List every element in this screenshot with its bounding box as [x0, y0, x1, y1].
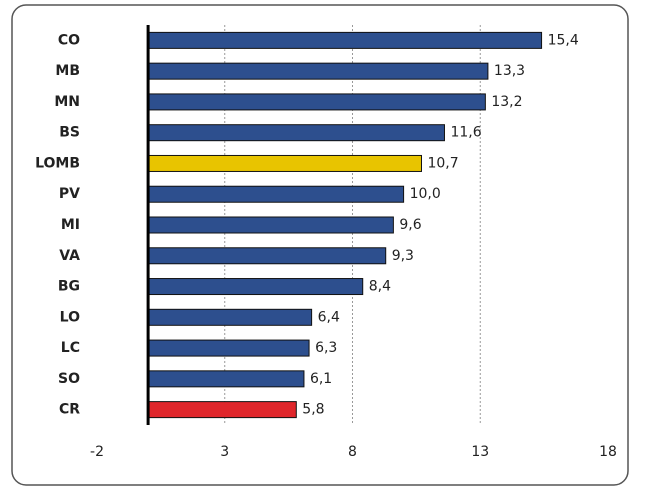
value-label: 9,3 [392, 248, 414, 264]
y-tick-label: CR [59, 402, 80, 418]
x-tick-label: 18 [599, 444, 617, 460]
value-label: 6,3 [315, 340, 337, 356]
x-tick-label: -2 [90, 444, 104, 460]
value-label: 10,0 [410, 186, 441, 202]
y-tick-label: CO [58, 32, 80, 48]
bar [147, 62, 489, 80]
x-tick-label: 3 [220, 444, 229, 460]
bar [147, 216, 394, 234]
value-label: 5,8 [302, 402, 324, 418]
bar [147, 401, 297, 419]
bar [147, 370, 305, 388]
bar [147, 185, 405, 203]
y-tick-label: LC [61, 340, 80, 356]
value-label: 6,1 [310, 371, 332, 387]
bar [147, 247, 387, 265]
y-tick-label: VA [59, 248, 80, 264]
y-tick-label: MB [55, 63, 80, 79]
x-tick-label: 13 [471, 444, 489, 460]
value-label: 8,4 [369, 279, 391, 295]
value-label: 6,4 [318, 309, 340, 325]
y-tick-label: LO [60, 309, 80, 325]
value-label: 15,4 [548, 32, 579, 48]
bar [147, 124, 445, 142]
bar [147, 93, 486, 111]
value-label: 10,7 [427, 155, 458, 171]
bar [147, 308, 313, 326]
y-tick-label: BS [59, 125, 80, 141]
bar [147, 31, 543, 49]
value-label: 9,6 [399, 217, 421, 233]
y-tick-label: MI [61, 217, 80, 233]
x-tick-label: 8 [348, 444, 357, 460]
y-tick-label: LOMB [35, 155, 80, 171]
value-label: 11,6 [450, 125, 481, 141]
value-label: 13,3 [494, 63, 525, 79]
value-label: 13,2 [491, 94, 522, 110]
y-tick-label: MN [54, 94, 80, 110]
y-tick-label: BG [58, 279, 80, 295]
y-tick-label: SO [58, 371, 80, 387]
y-tick-label: PV [59, 186, 80, 202]
bar [147, 154, 422, 172]
bar [147, 278, 364, 296]
bar [147, 339, 310, 357]
